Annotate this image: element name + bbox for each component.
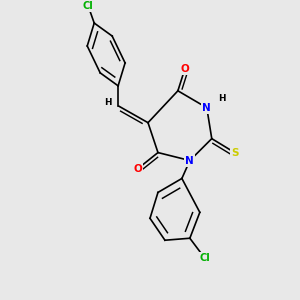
Text: O: O: [134, 164, 142, 173]
Text: Cl: Cl: [200, 253, 210, 263]
Text: O: O: [181, 64, 189, 74]
Text: Cl: Cl: [83, 1, 94, 11]
Text: H: H: [104, 98, 112, 107]
Text: N: N: [202, 103, 211, 113]
Text: N: N: [185, 155, 194, 166]
Text: S: S: [231, 148, 238, 158]
Text: H: H: [218, 94, 226, 103]
